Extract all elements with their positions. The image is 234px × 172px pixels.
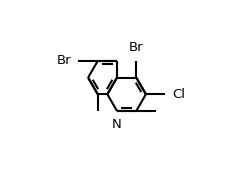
Text: Cl: Cl bbox=[172, 88, 185, 101]
Text: N: N bbox=[112, 118, 122, 131]
Text: Br: Br bbox=[129, 41, 144, 54]
Text: Br: Br bbox=[57, 54, 72, 67]
